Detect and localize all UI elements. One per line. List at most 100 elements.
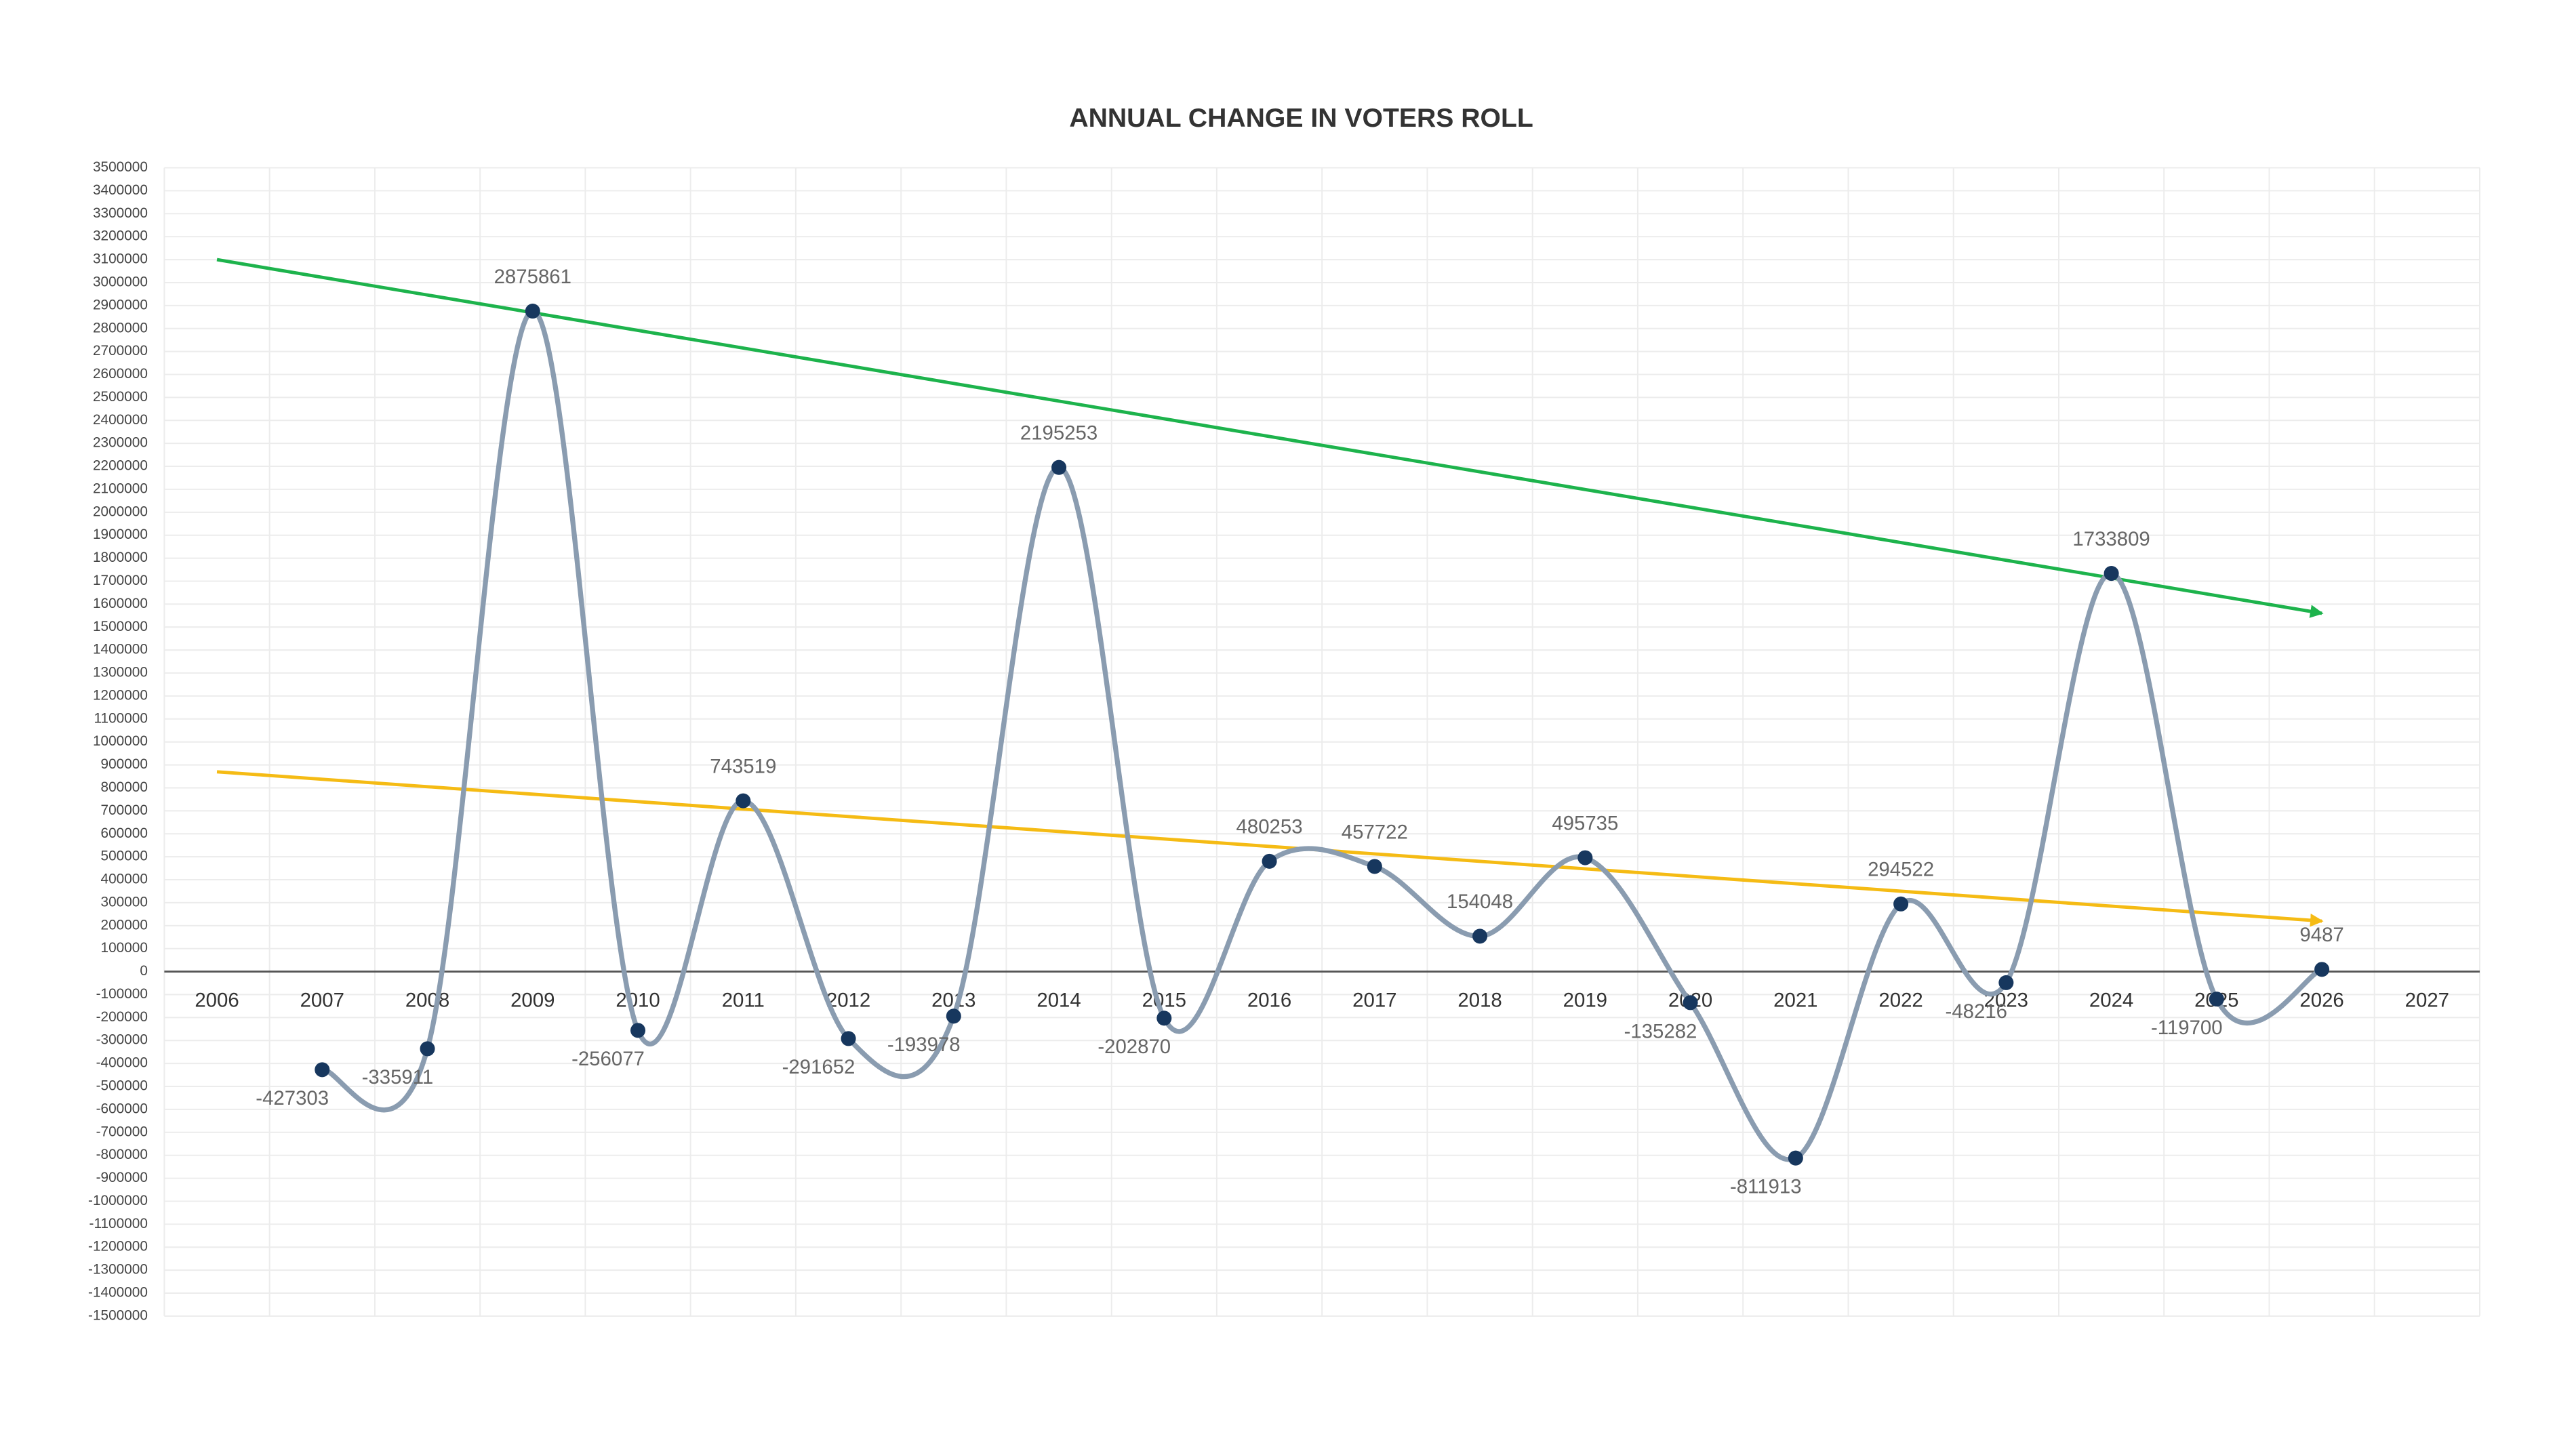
data-label: 495735 xyxy=(1552,812,1618,834)
x-tick-label: 2015 xyxy=(1142,989,1186,1011)
data-label: 2195253 xyxy=(1020,422,1098,444)
y-tick-label: -1500000 xyxy=(88,1307,148,1323)
data-label: -427303 xyxy=(256,1087,329,1109)
trend-line xyxy=(216,770,2324,927)
y-tick-label: 2300000 xyxy=(93,435,148,451)
data-point xyxy=(525,304,540,319)
y-tick-label: 1300000 xyxy=(93,665,148,680)
data-point xyxy=(315,1062,330,1078)
y-tick-label: 3500000 xyxy=(93,159,148,175)
y-tick-label: -1300000 xyxy=(88,1262,148,1278)
y-tick-label: 200000 xyxy=(101,917,148,933)
y-tick-label: -1000000 xyxy=(88,1193,148,1208)
y-tick-label: -1100000 xyxy=(89,1216,148,1231)
data-point xyxy=(1472,928,1488,944)
data-label: -335911 xyxy=(362,1066,434,1088)
y-tick-label: 900000 xyxy=(101,756,148,772)
y-tick-label: 100000 xyxy=(101,940,148,956)
data-point xyxy=(1788,1150,1803,1166)
y-tick-label: 0 xyxy=(140,963,148,979)
y-tick-label: 2000000 xyxy=(93,504,148,519)
data-label: -256077 xyxy=(571,1048,645,1070)
data-label: -202870 xyxy=(1098,1036,1171,1058)
y-tick-label: -1400000 xyxy=(88,1284,148,1300)
data-point xyxy=(1156,1011,1172,1026)
x-tick-label: 2010 xyxy=(616,989,660,1011)
x-tick-label: 2027 xyxy=(2405,989,2449,1011)
y-tick-label: 2100000 xyxy=(93,481,148,496)
y-tick-label: -200000 xyxy=(96,1009,148,1025)
data-label: -135282 xyxy=(1624,1020,1697,1042)
data-label: -811913 xyxy=(1730,1176,1802,1198)
y-tick-label: 2200000 xyxy=(93,458,148,474)
data-label: 294522 xyxy=(1868,859,1934,881)
y-tick-label: 1800000 xyxy=(93,550,148,565)
y-tick-label: 3400000 xyxy=(93,182,148,198)
x-tick-label: 2011 xyxy=(722,989,765,1011)
y-tick-label: 500000 xyxy=(101,849,148,864)
y-tick-label: 3100000 xyxy=(93,251,148,267)
x-tick-label: 2019 xyxy=(1563,989,1607,1011)
data-point xyxy=(630,1023,646,1038)
y-tick-label: 400000 xyxy=(101,872,148,887)
y-tick-label: -600000 xyxy=(96,1101,148,1116)
data-point xyxy=(1893,896,1909,912)
data-point xyxy=(1262,853,1277,869)
data-label: 480253 xyxy=(1236,816,1303,838)
x-tick-label: 2016 xyxy=(1247,989,1291,1011)
y-tick-label: 3000000 xyxy=(93,274,148,289)
data-point xyxy=(1577,850,1593,865)
x-tick-label: 2006 xyxy=(195,989,239,1011)
y-tick-label: 300000 xyxy=(101,894,148,910)
data-label: 1733809 xyxy=(2072,528,2150,550)
y-tick-label: -300000 xyxy=(96,1032,148,1048)
data-label: -291652 xyxy=(782,1056,856,1078)
x-tick-label: 2012 xyxy=(826,989,870,1011)
data-point xyxy=(841,1031,856,1046)
y-tick-label: 1400000 xyxy=(93,642,148,657)
y-tick-label: 1100000 xyxy=(94,710,147,726)
data-point xyxy=(2104,566,2119,581)
x-tick-label: 2008 xyxy=(405,989,449,1011)
y-tick-label: 2900000 xyxy=(93,297,148,312)
data-label: 2875861 xyxy=(494,266,571,288)
data-point xyxy=(2209,992,2224,1007)
y-tick-label: 1600000 xyxy=(93,596,148,611)
data-label: -119700 xyxy=(2151,1017,2223,1039)
y-tick-label: -100000 xyxy=(96,986,148,1002)
y-tick-label: 1700000 xyxy=(93,573,148,588)
x-tick-label: 2017 xyxy=(1352,989,1396,1011)
y-tick-label: -400000 xyxy=(96,1055,148,1071)
data-point xyxy=(1367,859,1382,874)
x-tick-label: 2024 xyxy=(2089,989,2133,1011)
y-tick-label: 700000 xyxy=(101,802,148,818)
data-point xyxy=(420,1041,435,1057)
y-tick-label: 1000000 xyxy=(93,733,148,749)
y-tick-label: 2400000 xyxy=(93,412,148,428)
y-tick-label: 1200000 xyxy=(93,687,148,703)
data-label: 9487 xyxy=(2299,924,2343,946)
y-tick-label: -700000 xyxy=(96,1124,148,1139)
x-tick-label: 2018 xyxy=(1457,989,1502,1011)
data-label: -48216 xyxy=(1946,1000,2007,1023)
y-tick-label: -1200000 xyxy=(88,1239,148,1254)
data-point xyxy=(1051,460,1067,475)
y-tick-label: 3300000 xyxy=(93,205,148,221)
y-tick-label: -900000 xyxy=(96,1170,148,1185)
y-tick-label: 2500000 xyxy=(93,389,148,405)
y-tick-label: -800000 xyxy=(96,1147,148,1162)
y-tick-label: 3200000 xyxy=(93,228,148,244)
y-tick-label: 1900000 xyxy=(93,527,148,542)
data-point xyxy=(1683,995,1698,1011)
chart-title: ANNUAL CHANGE IN VOTERS ROLL xyxy=(1069,104,1533,133)
x-tick-label: 2014 xyxy=(1037,989,1081,1011)
x-tick-label: 2022 xyxy=(1878,989,1923,1011)
data-label: 457722 xyxy=(1342,821,1408,843)
trend-line xyxy=(216,258,2324,618)
y-tick-label: 2800000 xyxy=(93,320,148,335)
y-tick-label: 2600000 xyxy=(93,366,148,382)
data-label: 743519 xyxy=(710,755,776,777)
y-tick-label: 2700000 xyxy=(93,343,148,359)
data-label: -193978 xyxy=(887,1034,961,1056)
